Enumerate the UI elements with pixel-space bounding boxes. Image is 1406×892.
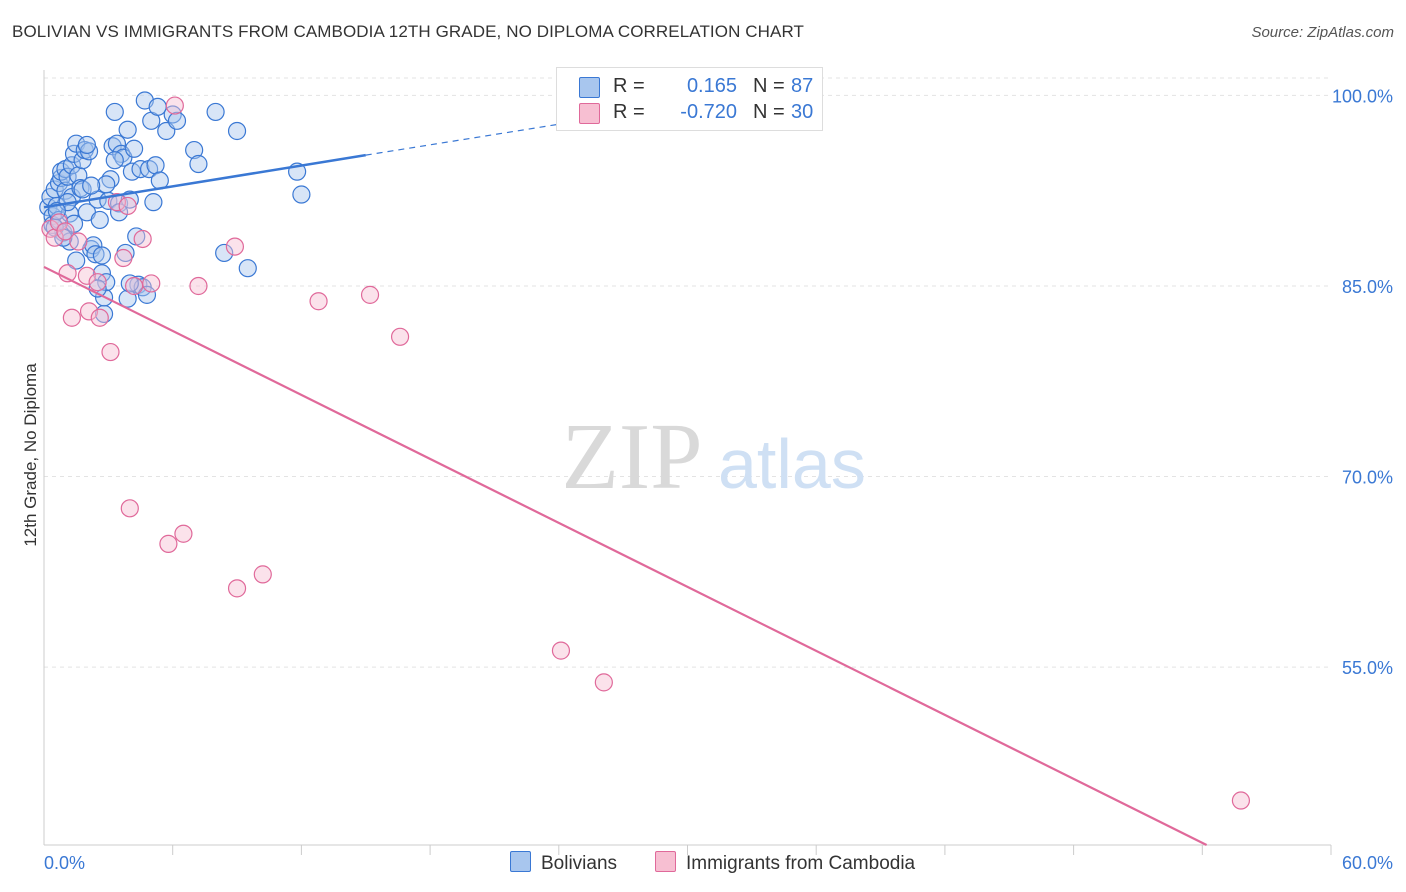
data-point-cambodia [253, 565, 272, 584]
data-point-bolivians [67, 251, 86, 270]
data-point-cambodia [1231, 791, 1251, 810]
legend-swatch-blue [579, 77, 600, 98]
data-point-bolivians [238, 259, 257, 278]
r-label: R = [613, 101, 645, 123]
data-point-bolivians [144, 193, 163, 212]
data-point-cambodia [101, 342, 120, 362]
data-point-cambodia [49, 213, 69, 232]
data-point-bolivians [137, 285, 157, 304]
data-point-bolivians [146, 156, 165, 175]
trend-lines [43, 120, 1208, 846]
legend-item-cambodia[interactable]: Immigrants from Cambodia [655, 851, 915, 875]
data-point-cambodia [79, 302, 99, 321]
source-label: Source: ZipAtlas.com [1251, 24, 1394, 41]
data-point-bolivians [105, 151, 124, 170]
y-tick-label: 100.0% [1332, 86, 1393, 106]
data-point-cambodia [107, 193, 127, 212]
watermark-atlas: atlas [718, 425, 866, 503]
data-point-cambodia [159, 534, 178, 553]
legend-label: Bolivians [541, 853, 618, 874]
data-point-bolivians [167, 111, 187, 130]
data-point-cambodia [69, 232, 88, 251]
data-point-bolivians [73, 180, 92, 199]
r-label: R = [613, 75, 645, 97]
r-value: 0.165 [686, 75, 737, 97]
data-point-cambodia [390, 327, 410, 346]
data-point-cambodia [227, 579, 247, 598]
series-bolivians [39, 91, 311, 324]
data-point-cambodia [165, 96, 184, 115]
trend-line-bolivians [43, 153, 366, 209]
data-point-bolivians [124, 139, 144, 158]
x-axis-ticks [172, 845, 1332, 855]
data-point-bolivians [92, 246, 112, 265]
x-tick-label: 0.0% [44, 853, 85, 873]
watermark: ZIP atlas [562, 405, 866, 509]
data-point-cambodia [360, 285, 380, 304]
n-label: N = [753, 101, 785, 123]
y-tick-label: 55.0% [1342, 658, 1393, 678]
data-point-cambodia [133, 229, 152, 249]
data-point-cambodia [189, 276, 208, 296]
data-point-bolivians [86, 245, 105, 264]
data-point-cambodia [56, 222, 75, 241]
data-point-bolivians [185, 140, 204, 160]
r-value: -0.720 [680, 101, 737, 123]
legend-swatch-blue [510, 851, 531, 872]
data-point-bolivians [62, 156, 81, 175]
y-tick-labels: 55.0% 70.0% 85.0% 100.0% [1332, 86, 1393, 678]
data-point-bolivians [227, 121, 247, 141]
data-point-cambodia [309, 292, 328, 311]
legend-swatch-pink [655, 851, 676, 872]
legend-label: Immigrants from Cambodia [686, 853, 916, 874]
data-point-cambodia [77, 266, 97, 285]
y-tick-label: 85.0% [1342, 277, 1393, 297]
data-point-bolivians [118, 120, 137, 139]
data-point-bolivians [292, 185, 311, 204]
trend-line-cambodia [43, 265, 1208, 846]
trend-line-bolivians-extension [365, 120, 581, 156]
data-point-bolivians [90, 210, 109, 230]
x-tick-labels: 0.0% 60.0% [44, 853, 1393, 873]
data-point-bolivians [105, 102, 124, 122]
data-point-bolivians [82, 176, 101, 195]
data-point-cambodia [90, 308, 109, 327]
correlation-legend: R = 0.165 N = 87 R = -0.720 N = 30 [556, 67, 823, 131]
legend-swatch-pink [579, 103, 600, 124]
data-point-bolivians [77, 135, 97, 155]
series-immigrants-from-cambodia [41, 96, 1251, 810]
data-point-cambodia [120, 499, 139, 518]
data-point-cambodia [62, 308, 81, 327]
data-point-cambodia [174, 524, 193, 543]
data-point-cambodia [118, 196, 137, 216]
data-point-bolivians [206, 102, 225, 122]
data-point-cambodia [124, 276, 144, 296]
data-point-cambodia [225, 237, 245, 256]
n-label: N = [753, 75, 785, 97]
data-point-bolivians [215, 243, 234, 263]
data-point-cambodia [551, 641, 571, 660]
data-point-cambodia [594, 673, 613, 692]
data-point-cambodia [142, 274, 161, 293]
gridlines [44, 77, 1331, 668]
watermark-zip: ZIP [562, 405, 703, 509]
data-point-bolivians [148, 97, 167, 116]
x-tick-label: 60.0% [1342, 853, 1393, 873]
chart-title: BOLIVIAN VS IMMIGRANTS FROM CAMBODIA 12T… [12, 22, 805, 41]
data-point-cambodia [88, 273, 107, 292]
n-value: 87 [791, 75, 814, 97]
y-tick-label: 70.0% [1342, 468, 1393, 488]
legend-item-bolivians[interactable]: Bolivians [510, 851, 617, 875]
data-point-cambodia [114, 248, 133, 268]
n-value: 30 [791, 101, 814, 123]
data-point-bolivians [189, 154, 208, 174]
data-point-bolivians [97, 175, 116, 194]
